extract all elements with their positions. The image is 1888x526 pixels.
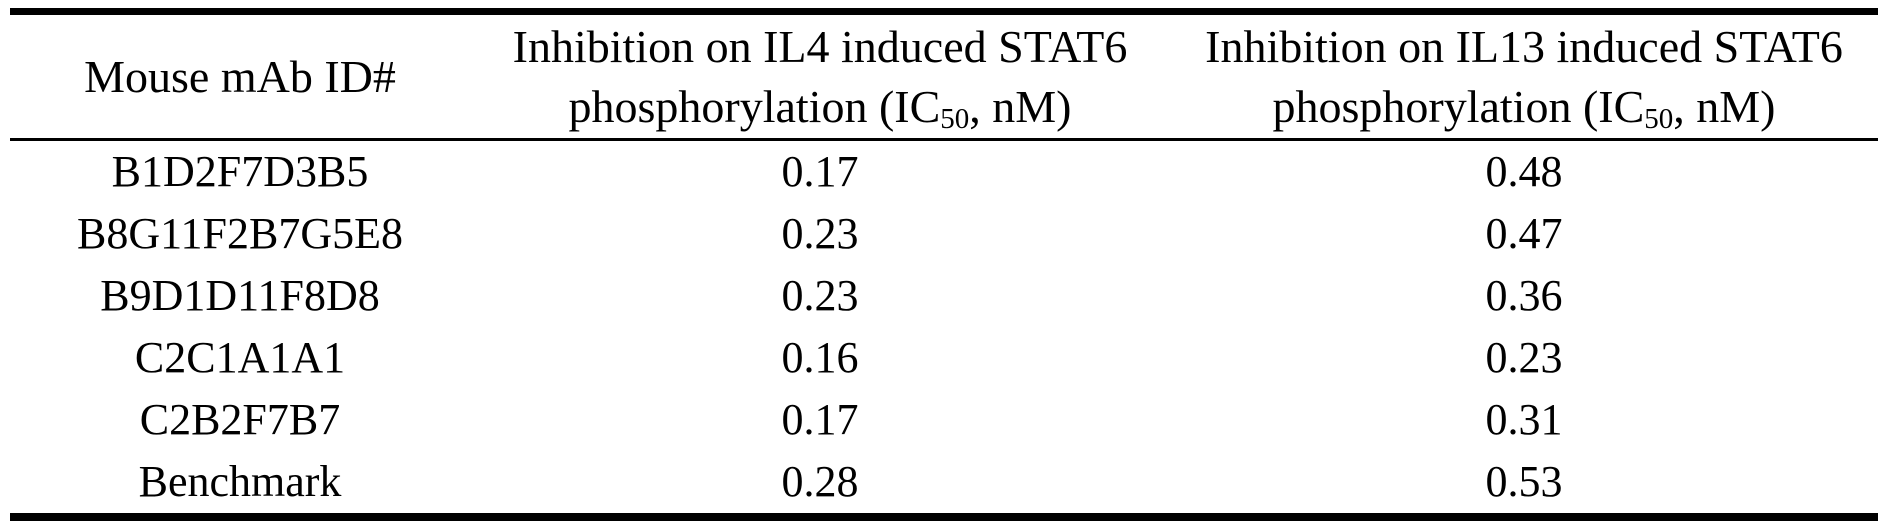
inhibition-results-table: Mouse mAb ID# Inhibition on IL4 induced … (10, 8, 1878, 521)
il13-header-line2-unit: , nM) (1673, 80, 1776, 132)
il4-header-line2-unit: , nM) (969, 80, 1072, 132)
il4-header-line2: phosphorylation (IC50, nM) (470, 77, 1170, 137)
cell-il13-ic50: 0.53 (1485, 457, 1563, 506)
cell-il4-ic50: 0.23 (781, 209, 859, 258)
cell-il4-ic50: 0.28 (781, 457, 859, 506)
cell-il4-ic50: 0.16 (781, 333, 859, 382)
cell-mab-id: C2C1A1A1 (134, 333, 346, 382)
column-header-il13-inhibition: Inhibition on IL13 induced STAT6 phospho… (1170, 11, 1878, 141)
cell-mab-id: Benchmark (138, 457, 342, 506)
cell-il13-ic50: 0.47 (1485, 209, 1563, 258)
column-header-mab-id: Mouse mAb ID# (10, 11, 470, 141)
cell-il13-ic50: 0.23 (1485, 333, 1563, 382)
mab-id-header-label: Mouse mAb ID# (84, 50, 396, 102)
il4-header-line1: Inhibition on IL4 induced STAT6 (512, 20, 1128, 72)
table-row: B1D2F7D3B5 0.17 0.48 (10, 140, 1878, 204)
ic50-subscript: 50 (1644, 102, 1674, 135)
cell-mab-id: B9D1D11F8D8 (100, 271, 380, 320)
ic50-subscript: 50 (940, 102, 970, 135)
table-row: C2C1A1A1 0.16 0.23 (10, 327, 1878, 389)
il13-header-line1: Inhibition on IL13 induced STAT6 (1205, 20, 1843, 72)
table-row: B8G11F2B7G5E8 0.23 0.47 (10, 203, 1878, 265)
table-row: C2B2F7B7 0.17 0.31 (10, 389, 1878, 451)
cell-il13-ic50: 0.48 (1485, 147, 1563, 196)
cell-mab-id: C2B2F7B7 (139, 395, 341, 444)
il13-header-line2-text: phosphorylation (IC (1272, 80, 1645, 132)
table-row: Benchmark 0.28 0.53 (10, 451, 1878, 517)
cell-il13-ic50: 0.31 (1485, 395, 1563, 444)
cell-il13-ic50: 0.36 (1485, 271, 1563, 320)
cell-il4-ic50: 0.17 (781, 147, 859, 196)
cell-il4-ic50: 0.17 (781, 395, 859, 444)
cell-mab-id: B8G11F2B7G5E8 (77, 209, 403, 258)
il4-header-line2-text: phosphorylation (IC (568, 80, 941, 132)
column-header-il4-inhibition: Inhibition on IL4 induced STAT6 phosphor… (470, 11, 1170, 141)
il13-header-line2: phosphorylation (IC50, nM) (1170, 77, 1878, 137)
header-row: Mouse mAb ID# Inhibition on IL4 induced … (10, 11, 1878, 141)
table-row: B9D1D11F8D8 0.23 0.36 (10, 265, 1878, 327)
cell-mab-id: B1D2F7D3B5 (111, 147, 369, 196)
cell-il4-ic50: 0.23 (781, 271, 859, 320)
